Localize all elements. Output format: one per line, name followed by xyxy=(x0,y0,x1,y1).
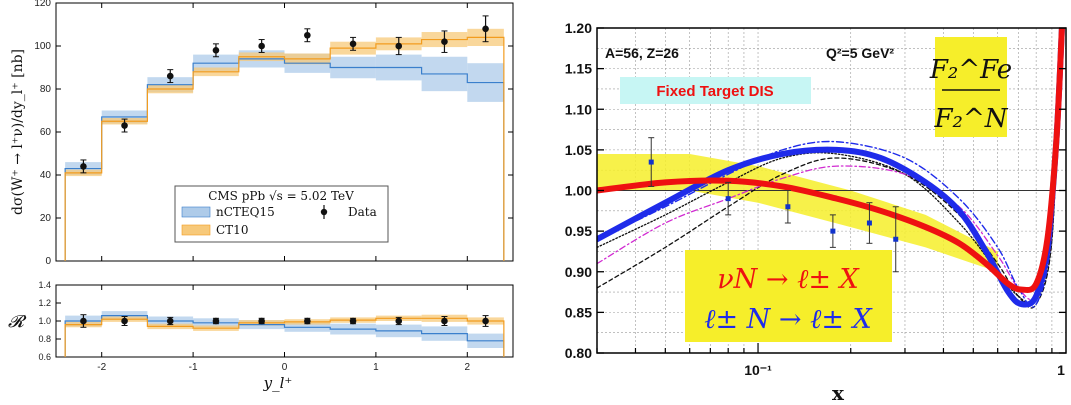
right-data-points xyxy=(648,137,899,273)
fixed-target-box xyxy=(620,77,811,104)
legend-data-marker xyxy=(320,208,328,216)
legend-title: CMS pPb √s = 5.02 TeV xyxy=(208,189,354,203)
ratio-y-axis-label: 𝓡 xyxy=(8,312,27,332)
ratio-formula-box xyxy=(935,37,1007,137)
fixed-target-label: Fixed Target DIS xyxy=(656,83,773,100)
ratio-ytick-label-0: 0.6 xyxy=(38,352,51,362)
right-ytick-label-6: 1.10 xyxy=(565,101,592,117)
main-data-point-4 xyxy=(258,42,265,50)
right-ytick-label-5: 1.05 xyxy=(565,142,592,158)
ratio-x-axis-label: y_l⁺ xyxy=(263,374,293,392)
right-ytick-label-3: 0.95 xyxy=(565,223,592,239)
ratio-y-ticks: 0.6 0.8 1.0 1.2 1.4 xyxy=(38,280,61,362)
nuclei-annotation: A=56, Z=26 xyxy=(605,45,679,61)
right-point-3 xyxy=(830,228,836,234)
main-ytick-label-6: 120 xyxy=(34,0,51,9)
main-data-point-6 xyxy=(349,40,357,48)
ratio-ytick-label-1: 0.8 xyxy=(38,334,51,344)
ratio-line-nCTEQ15 xyxy=(64,315,505,357)
right-point-5 xyxy=(893,236,899,242)
main-data-point-2 xyxy=(166,72,174,80)
ratio-data-point-6 xyxy=(349,317,357,325)
ratio-lines xyxy=(64,315,505,357)
ratio-xtick-label-0: -2 xyxy=(97,362,106,373)
right-point-0 xyxy=(648,159,654,165)
ratio-x-ticks: -2 -1 0 1 2 xyxy=(97,285,471,373)
legend-label-Data: Data xyxy=(348,205,377,219)
ratio-data-point-0 xyxy=(80,317,87,325)
right-curve-red xyxy=(597,28,1065,294)
main-ytick-label-2: 40 xyxy=(40,170,52,181)
main-data-point-7 xyxy=(395,42,403,50)
legend-label-CT10: CT10 xyxy=(216,223,248,237)
main-data-point-5 xyxy=(304,31,311,39)
main-ytick-label-0: 0 xyxy=(45,256,51,267)
ratio-data-point-2 xyxy=(166,317,174,325)
ratio-ytick-label-4: 1.4 xyxy=(38,280,51,290)
right-xtick-label-1: 1 xyxy=(1057,362,1065,378)
q2-annotation: Q²=5 GeV² xyxy=(826,45,894,61)
ratio-data-point-8 xyxy=(441,317,448,325)
ratio-data-points xyxy=(80,314,489,328)
legend-label-nCTEQ15: nCTEQ15 xyxy=(216,205,275,219)
main-ytick-label-4: 80 xyxy=(40,84,52,95)
ratio-formula-numerator: F₂^Fe xyxy=(929,55,1012,85)
ratio-xtick-label-4: 2 xyxy=(465,362,471,373)
right-ytick-label-4: 1.00 xyxy=(565,183,592,199)
ratio-xtick-label-3: 1 xyxy=(373,362,379,373)
right-panel: 0.80 0.85 0.90 0.95 1.00 1.05 1.10 1.15 1.20 10⁻… xyxy=(565,20,1067,405)
main-data-point-9 xyxy=(482,25,489,33)
right-curves xyxy=(597,28,1065,309)
main-y-ticks: 0 20 40 60 80 100 120 xyxy=(34,0,513,267)
main-data-point-3 xyxy=(212,47,220,54)
main-legend: CMS pPb √s = 5.02 TeV nCTEQ15 CT10 Data xyxy=(174,185,389,243)
ratio-data-point-9 xyxy=(482,317,489,325)
right-curve-black-dotted xyxy=(597,28,1062,305)
main-data-point-8 xyxy=(441,38,448,45)
right-ytick-label-7: 1.15 xyxy=(565,61,592,77)
right-y-ticks: 0.80 0.85 0.90 0.95 1.00 1.05 1.10 1.15 1.20 xyxy=(565,20,1066,361)
main-data-point-0 xyxy=(80,163,87,170)
right-point-4 xyxy=(866,220,872,226)
main-ytick-label-3: 60 xyxy=(40,127,52,138)
ratio-ytick-label-3: 1.2 xyxy=(38,298,51,308)
ratio-ytick-label-2: 1.0 xyxy=(38,316,51,326)
main-x-ticks xyxy=(101,3,468,261)
ratio-formula-denominator: F₂^N xyxy=(934,104,1009,134)
right-xtick-label-0: 10⁻¹ xyxy=(744,362,772,378)
right-curve-blue-dashdot xyxy=(597,28,1062,308)
legend-frame xyxy=(174,185,389,243)
right-ytick-label-0: 0.80 xyxy=(565,345,592,361)
main-data-points xyxy=(80,15,489,174)
right-x-ticks: 10⁻¹ 1 xyxy=(596,343,1065,378)
ratio-xtick-label-2: 0 xyxy=(282,362,288,373)
main-ytick-label-1: 20 xyxy=(40,213,52,224)
ratio-xtick-label-1: -1 xyxy=(189,362,198,373)
ratio-data-point-4 xyxy=(258,317,265,325)
legend-swatch-CT10 xyxy=(181,224,211,236)
main-y-axis-label: dσ(W⁺ → l⁺ν)/dy_l⁺ [nb] xyxy=(10,49,26,215)
main-data-point-1 xyxy=(121,122,128,129)
ratio-line-CT10 xyxy=(64,317,505,357)
ratio-data-point-7 xyxy=(395,317,403,325)
process-box xyxy=(685,250,892,342)
legend-swatch-nCTEQ15 xyxy=(181,206,211,218)
right-x-axis-label: x xyxy=(832,381,845,405)
process-label-charged: ℓ± N → ℓ± X xyxy=(704,304,873,335)
ratio-data-point-1 xyxy=(121,317,128,325)
main-ytick-label-5: 100 xyxy=(34,41,51,52)
ratio-panel: 0.6 0.8 1.0 1.2 1.4 -2 -1 0 1 2 𝓡 y_l⁺ xyxy=(8,280,514,392)
right-point-1 xyxy=(725,196,731,202)
process-label-neutrino: νN → ℓ± X xyxy=(717,264,860,295)
right-ytick-label-2: 0.90 xyxy=(565,264,592,280)
ratio-data-point-5 xyxy=(304,317,311,325)
right-point-2 xyxy=(785,204,791,210)
right-ytick-label-8: 1.20 xyxy=(565,20,592,36)
ratio-data-point-3 xyxy=(212,317,220,325)
right-ytick-label-1: 0.85 xyxy=(565,304,592,320)
